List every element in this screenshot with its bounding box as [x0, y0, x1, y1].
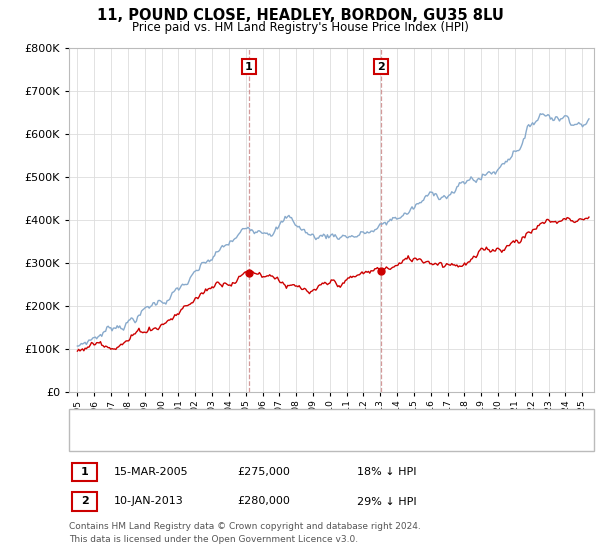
Text: 1: 1 [245, 62, 253, 72]
Text: 11, POUND CLOSE, HEADLEY, BORDON, GU35 8LU: 11, POUND CLOSE, HEADLEY, BORDON, GU35 8… [97, 8, 503, 24]
Text: This data is licensed under the Open Government Licence v3.0.: This data is licensed under the Open Gov… [69, 535, 358, 544]
Text: 15-MAR-2005: 15-MAR-2005 [114, 467, 188, 477]
Text: 18% ↓ HPI: 18% ↓ HPI [357, 467, 416, 477]
Text: HPI: Average price, detached house, East Hampshire: HPI: Average price, detached house, East… [114, 434, 389, 444]
Text: Price paid vs. HM Land Registry's House Price Index (HPI): Price paid vs. HM Land Registry's House … [131, 21, 469, 34]
Text: 1: 1 [81, 467, 88, 477]
Text: 29% ↓ HPI: 29% ↓ HPI [357, 497, 416, 506]
Text: 10-JAN-2013: 10-JAN-2013 [114, 497, 184, 506]
Text: Contains HM Land Registry data © Crown copyright and database right 2024.: Contains HM Land Registry data © Crown c… [69, 522, 421, 531]
Text: £280,000: £280,000 [237, 497, 290, 506]
Text: 2: 2 [377, 62, 385, 72]
Text: 11, POUND CLOSE, HEADLEY, BORDON, GU35 8LU (detached house): 11, POUND CLOSE, HEADLEY, BORDON, GU35 8… [114, 417, 470, 426]
Text: 2: 2 [81, 497, 88, 506]
Text: £275,000: £275,000 [237, 467, 290, 477]
